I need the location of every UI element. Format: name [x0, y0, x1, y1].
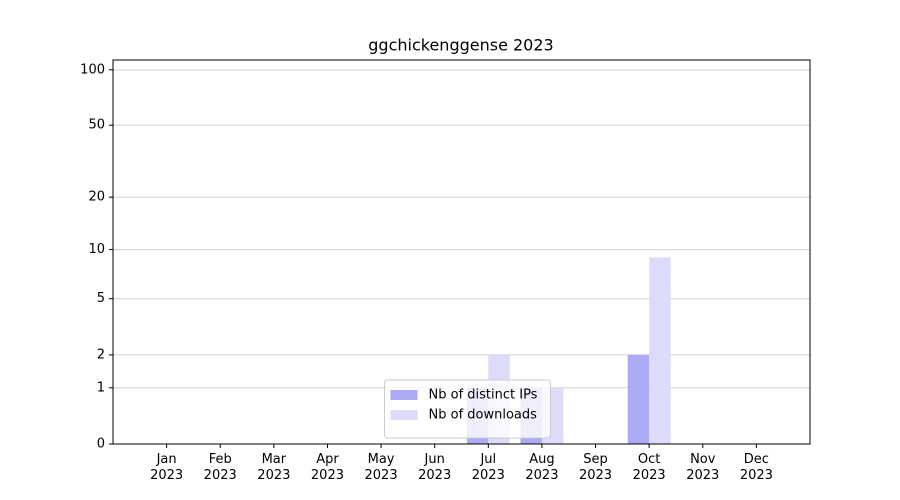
- x-tick-label: Jun 2023: [418, 452, 452, 483]
- x-tick-label: Jan 2023: [150, 452, 184, 483]
- y-tick-label: 1: [97, 380, 105, 395]
- bar: [649, 257, 671, 444]
- legend-label: Nb of distinct IPs: [429, 388, 538, 403]
- x-tick-label: Apr 2023: [310, 452, 344, 483]
- legend: Nb of distinct IPs Nb of downloads: [384, 379, 551, 439]
- bar: [627, 354, 650, 444]
- y-tick-label: 50: [88, 118, 105, 133]
- plot-frame: [112, 59, 811, 445]
- y-tick-label: 10: [88, 242, 105, 257]
- legend-swatch: [390, 390, 418, 400]
- chart-title: ggchickenggense 2023: [368, 36, 553, 55]
- y-tick-label: 100: [80, 62, 105, 77]
- x-tick-label: Oct 2023: [632, 452, 666, 483]
- x-tick-label: May 2023: [364, 452, 398, 483]
- x-tick-label: Feb 2023: [203, 452, 237, 483]
- y-tick-label: 2: [97, 347, 105, 362]
- x-tick-label: Aug 2023: [525, 452, 559, 483]
- x-tick-label: Sep 2023: [578, 452, 613, 483]
- legend-swatch: [390, 410, 418, 420]
- y-tick-label: 5: [97, 291, 105, 306]
- x-tick-label: Nov 2023: [686, 452, 720, 483]
- y-tick-label: 20: [88, 190, 105, 205]
- x-tick-label: Dec 2023: [739, 452, 773, 483]
- legend-box: [384, 379, 551, 439]
- x-tick-label: Mar 2023: [257, 452, 291, 483]
- legend-label: Nb of downloads: [429, 408, 538, 423]
- y-tick-label: 0: [97, 437, 105, 452]
- x-tick-label: Jul 2023: [471, 452, 505, 483]
